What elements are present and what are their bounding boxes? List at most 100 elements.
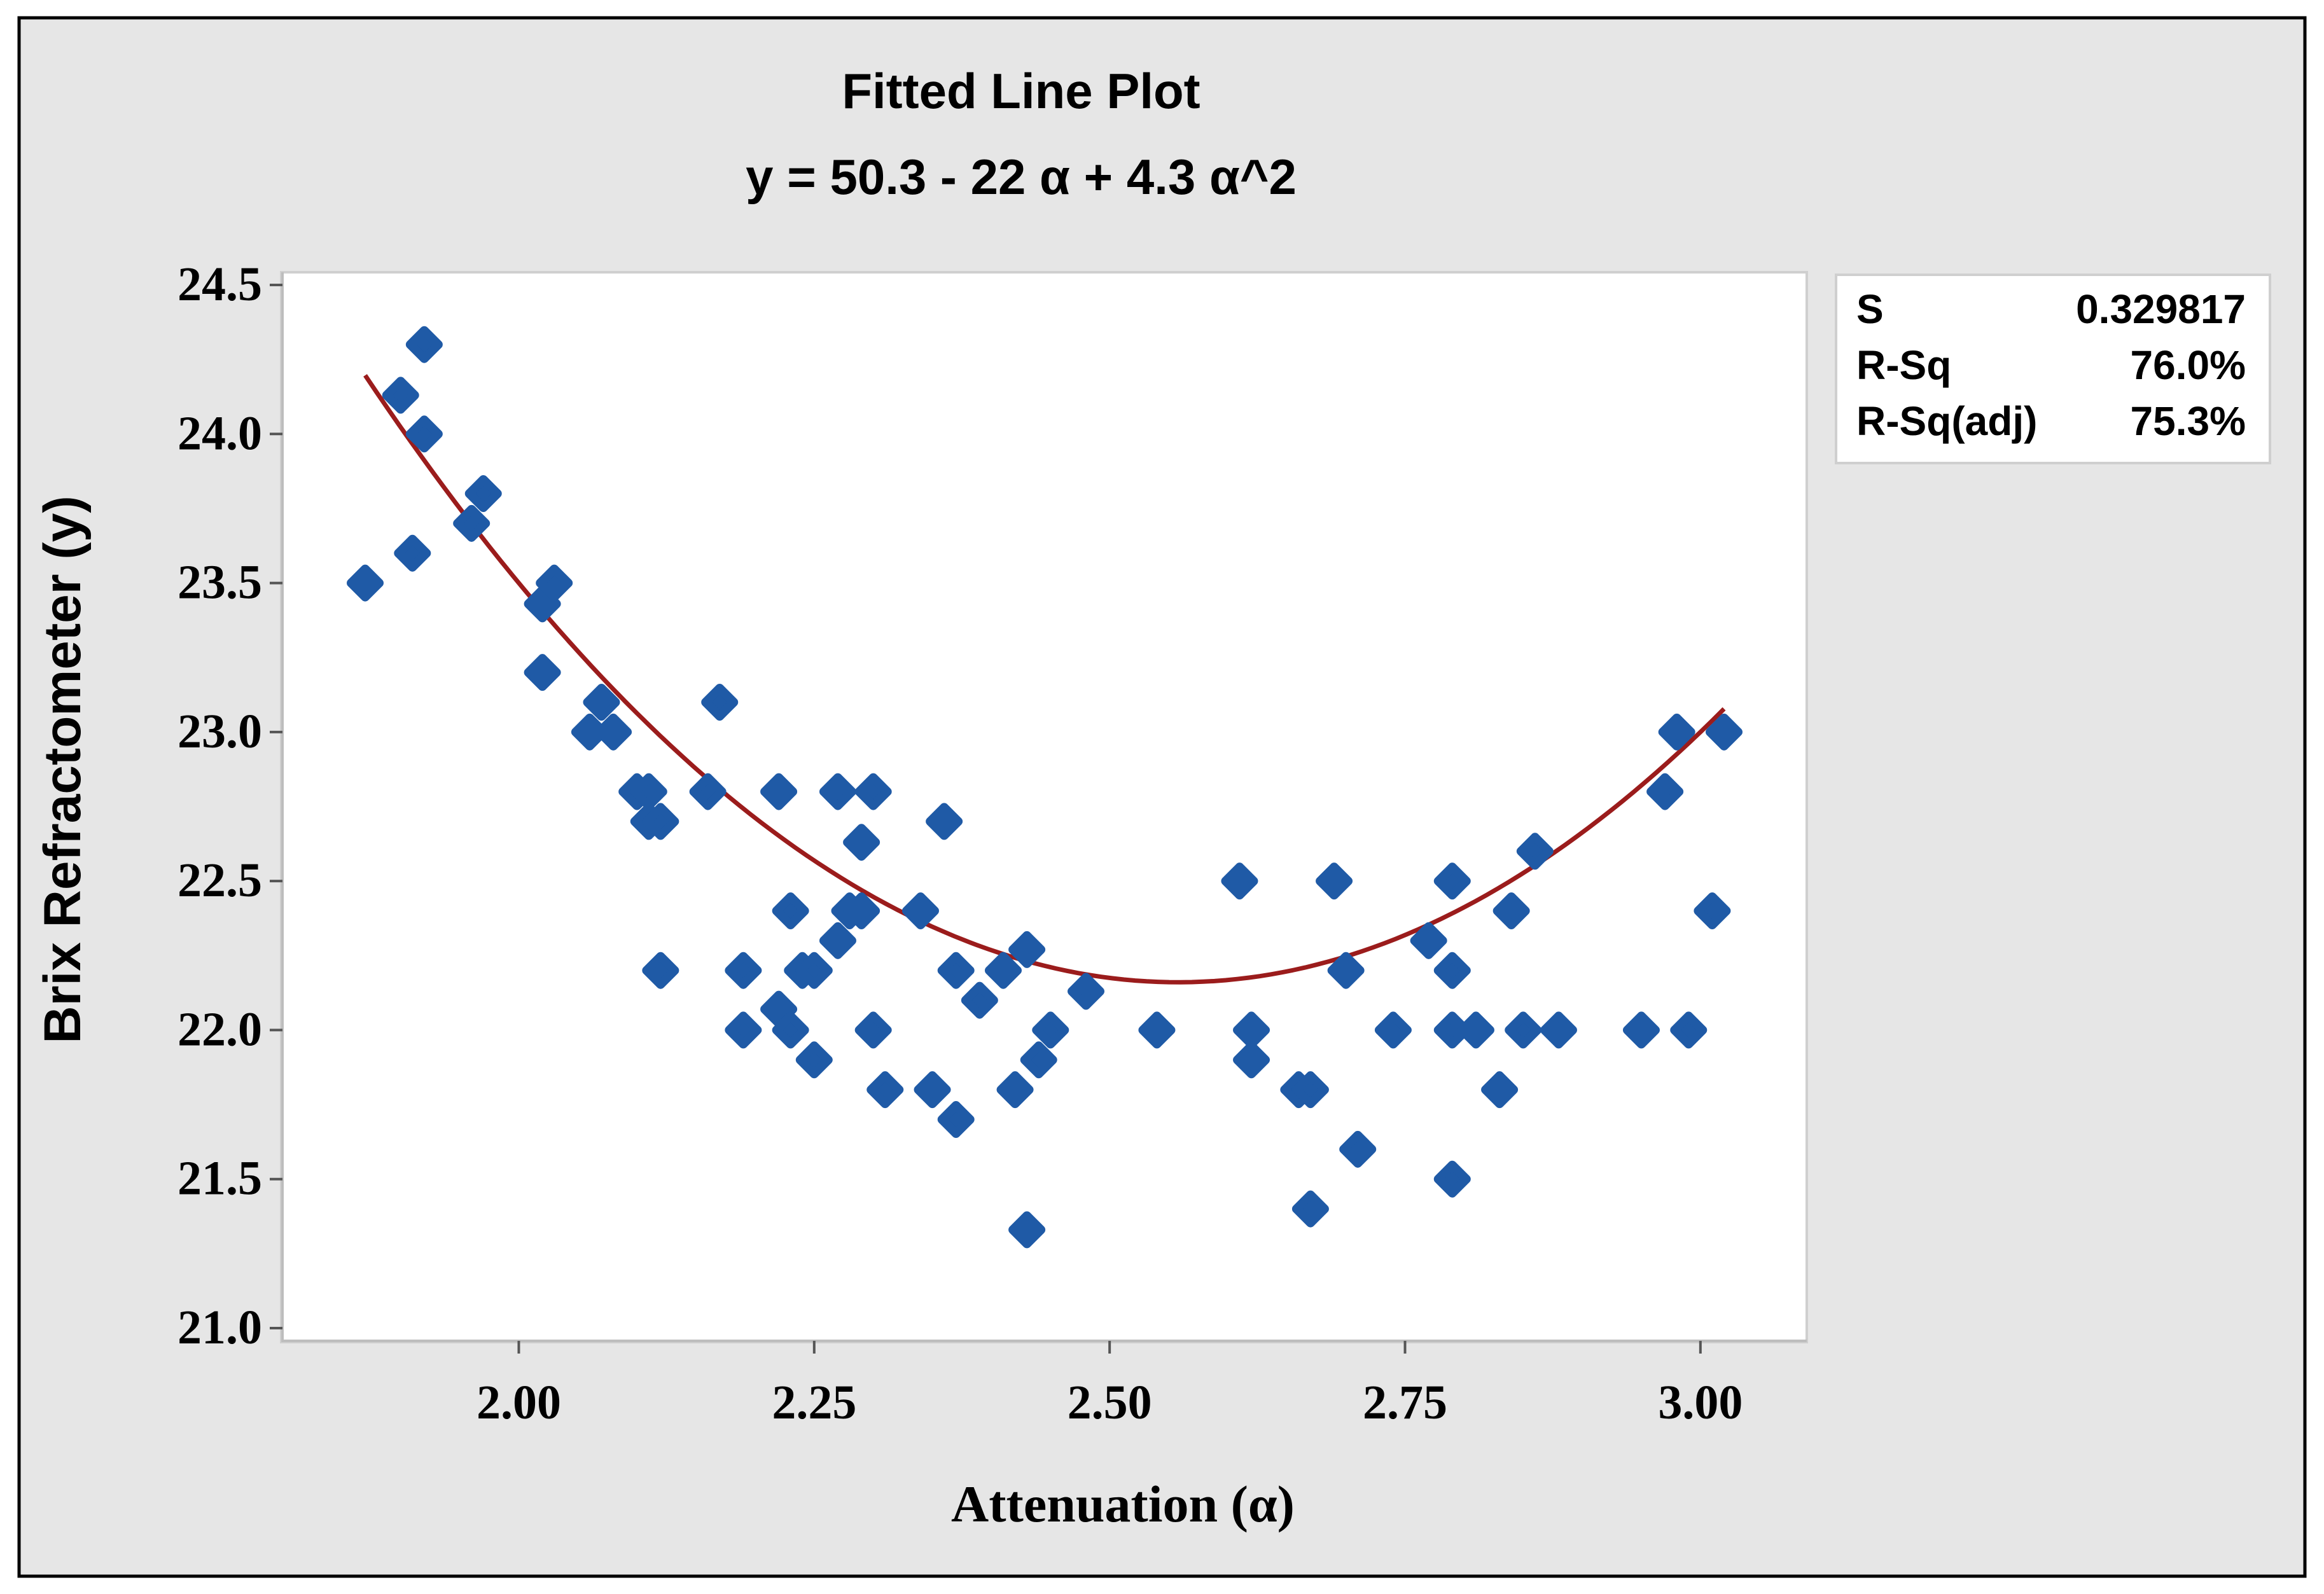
data-point (1457, 1011, 1494, 1049)
data-point (464, 475, 502, 512)
data-point (1433, 1160, 1471, 1198)
x-tick-label: 2.75 (1363, 1376, 1447, 1429)
x-tick-label: 2.00 (477, 1376, 561, 1429)
data-point (453, 504, 491, 542)
data-point (524, 654, 561, 691)
data-point (984, 952, 1022, 989)
data-point (843, 824, 880, 861)
data-point (725, 1011, 762, 1049)
x-axis-label: Attenuation (α) (951, 1475, 1295, 1533)
data-point (1032, 1011, 1069, 1049)
data-point (926, 803, 963, 840)
data-point (1221, 863, 1258, 900)
y-axis-label: Brix Refractometer (y) (34, 496, 92, 1043)
data-point (347, 564, 384, 602)
data-point (642, 803, 679, 840)
data-point (1008, 931, 1046, 968)
stat-label-s: S (1856, 286, 1884, 332)
x-tick-label: 3.00 (1658, 1376, 1743, 1429)
stat-value-s: 0.329817 (2076, 286, 2246, 332)
data-point (1233, 1041, 1270, 1079)
data-point (1493, 892, 1530, 929)
data-point (642, 952, 679, 989)
data-point (1374, 1011, 1412, 1049)
data-point (1339, 1130, 1377, 1168)
data-point (1705, 713, 1743, 751)
data-point (1670, 1011, 1708, 1049)
data-point (795, 952, 833, 989)
stat-label-rsq-adj: R-Sq(adj) (1856, 398, 2037, 444)
data-point (996, 1071, 1034, 1109)
data-point (1410, 922, 1447, 959)
data-point (1327, 952, 1365, 989)
data-point (1008, 1211, 1046, 1249)
data-point (405, 415, 443, 453)
data-point (1433, 863, 1471, 900)
data-point (405, 326, 443, 363)
stat-value-rsq-adj: 75.3% (2131, 398, 2246, 444)
data-point (1505, 1011, 1542, 1049)
data-point (725, 952, 762, 989)
data-point (1481, 1071, 1519, 1109)
stat-value-rsq: 76.0% (2131, 342, 2246, 388)
data-point (689, 773, 727, 810)
data-point (1646, 773, 1684, 810)
data-point (937, 952, 975, 989)
y-tick-label: 22.0 (177, 1002, 262, 1056)
y-tick-label: 22.5 (177, 854, 262, 907)
fitted-curve (363, 374, 1726, 985)
data-point (1138, 1011, 1176, 1049)
data-point (819, 922, 856, 959)
data-point (901, 892, 939, 929)
data-point (1316, 863, 1353, 900)
data-point (595, 713, 632, 751)
chart-title: Fitted Line Plot (842, 63, 1200, 119)
data-point (701, 684, 739, 721)
data-point (937, 1101, 975, 1138)
data-point (1516, 833, 1554, 870)
stats-box-frame (1835, 274, 2271, 464)
data-point (1233, 1011, 1270, 1049)
data-point (961, 981, 998, 1019)
data-point (583, 684, 620, 721)
data-point (1068, 973, 1105, 1010)
data-point (819, 773, 856, 810)
data-point (1020, 1041, 1057, 1079)
y-tick-label: 21.5 (177, 1152, 262, 1205)
y-axis-ticks: 21.0 21.5 22.0 22.5 23.0 23.5 24.0 24.5 (177, 258, 282, 1354)
data-point (1622, 1011, 1660, 1049)
data-points (347, 326, 1743, 1249)
y-tick-label: 24.0 (177, 406, 262, 460)
data-point (1433, 952, 1471, 989)
data-point (914, 1071, 951, 1109)
data-point (1658, 713, 1695, 751)
data-point (630, 773, 667, 810)
data-point (772, 892, 809, 929)
stat-label-rsq: R-Sq (1856, 342, 1951, 388)
stats-box: S 0.329817 R-Sq 76.0% R-Sq(adj) 75.3% (1835, 274, 2271, 464)
data-point (382, 377, 419, 414)
data-point (1291, 1071, 1329, 1109)
data-point (1694, 892, 1731, 929)
chart-subtitle: y = 50.3 - 22 α + 4.3 α^2 (746, 149, 1297, 205)
y-tick-label: 23.5 (177, 556, 262, 609)
y-tick-label: 24.5 (177, 258, 262, 311)
data-point (760, 773, 798, 810)
x-axis-ticks: 2.00 2.25 2.50 2.75 3.00 (477, 1341, 1743, 1429)
data-point (866, 1071, 904, 1109)
x-tick-label: 2.50 (1068, 1376, 1152, 1429)
x-tick-label: 2.25 (772, 1376, 856, 1429)
data-point (795, 1041, 833, 1079)
y-tick-label: 23.0 (177, 705, 262, 758)
data-point (854, 1011, 892, 1049)
data-point (772, 1011, 809, 1049)
y-tick-label: 21.0 (177, 1301, 262, 1354)
data-point (536, 564, 573, 602)
data-point (843, 892, 880, 929)
data-point (394, 534, 431, 572)
plot-area (280, 271, 1808, 1343)
data-point (1291, 1190, 1329, 1228)
data-point (854, 773, 892, 810)
data-point (1540, 1011, 1577, 1049)
